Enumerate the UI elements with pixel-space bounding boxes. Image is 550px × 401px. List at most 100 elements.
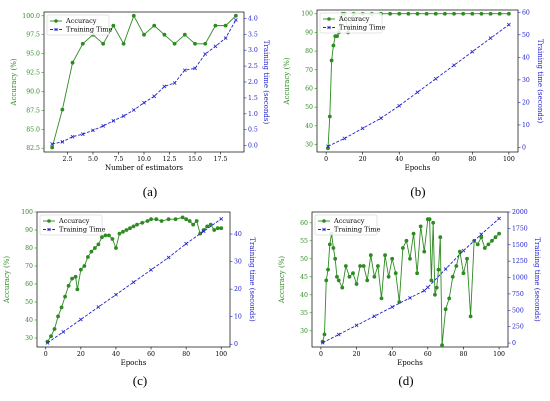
- y-left-tick-label: 40: [300, 292, 308, 299]
- x-tick-label: 5.0: [88, 156, 98, 163]
- y-left-tick-label: 60: [300, 220, 308, 227]
- training-time-point: [397, 103, 402, 108]
- training-time-point: [201, 229, 206, 234]
- legend-label: Accuracy: [58, 217, 90, 225]
- y-left-tick-label: 100: [21, 209, 33, 216]
- training-time-point: [422, 288, 427, 293]
- accuracy-point: [52, 327, 57, 331]
- accuracy-point: [351, 271, 355, 276]
- accuracy-point: [383, 253, 387, 258]
- accuracy-point: [203, 41, 208, 46]
- legend-swatch-marker: [54, 19, 58, 23]
- legend-label: Training Time: [334, 226, 381, 234]
- accuracy-point: [191, 222, 196, 227]
- training-time-point: [320, 340, 325, 345]
- accuracy-point: [70, 60, 75, 65]
- accuracy-point: [145, 219, 150, 223]
- y-right-tick-label: 2000: [512, 209, 528, 216]
- training-time-point: [233, 18, 238, 22]
- x-tick-label: 7.5: [114, 156, 124, 163]
- y-right-axis-title: Training time (seconds): [536, 39, 544, 124]
- legend-box: [319, 12, 383, 34]
- y-left-tick-label: 100: [301, 11, 313, 18]
- accuracy-point: [447, 296, 452, 301]
- accuracy-point: [93, 246, 97, 250]
- x-tick-label: 60: [424, 351, 432, 358]
- accuracy-point: [379, 296, 384, 301]
- training-time-point: [415, 90, 420, 95]
- accuracy-point: [411, 231, 416, 236]
- x-tick-label: 40: [388, 351, 396, 358]
- accuracy-point: [131, 13, 136, 18]
- chart-panel-4: 0 20 40 60 80 100 30 35 40 45 50 55 60 0 250 500 750 1000…: [278, 209, 541, 388]
- training-time-point: [162, 84, 167, 89]
- accuracy-point: [128, 226, 132, 231]
- legend-box: [46, 14, 110, 36]
- series-line-accuracy: [327, 13, 509, 149]
- accuracy-point: [219, 226, 224, 231]
- accuracy-point: [327, 242, 332, 247]
- accuracy-point: [131, 224, 136, 229]
- accuracy-point: [60, 107, 65, 112]
- y-right-tick-label: 30: [522, 77, 530, 84]
- accuracy-point: [124, 228, 129, 232]
- accuracy-point: [73, 274, 78, 279]
- x-tick-label: 0: [324, 156, 328, 163]
- y-right-tick-label: 50: [522, 32, 530, 39]
- panel-caption: (b): [410, 184, 425, 199]
- training-time-point: [443, 267, 448, 271]
- accuracy-point: [336, 278, 341, 283]
- training-time-point: [149, 267, 153, 272]
- accuracy-point: [331, 43, 336, 48]
- training-time-point: [121, 114, 126, 118]
- accuracy-point: [433, 11, 438, 16]
- training-time-point: [213, 44, 218, 49]
- accuracy-point: [354, 282, 359, 286]
- x-tick-label: 20: [77, 351, 85, 358]
- x-tick-label: 12.5: [163, 156, 177, 163]
- training-time-point: [96, 305, 101, 309]
- chart-panel-2: 0 20 40 60 80 100 30 40 50 60 70 80 90 100 0 10 20 30 40 50…: [283, 9, 544, 199]
- training-time-point: [342, 136, 347, 141]
- series-line-training-time: [327, 24, 510, 147]
- accuracy-point: [497, 231, 501, 236]
- x-axis-title: Epochs: [397, 359, 423, 367]
- training-time-point: [50, 142, 55, 146]
- accuracy-point: [326, 146, 330, 151]
- accuracy-point: [212, 228, 217, 232]
- y-left-tick-label: 100.0: [22, 13, 40, 20]
- accuracy-point: [159, 219, 164, 223]
- training-time-point: [390, 305, 395, 309]
- legend-label: Training Time: [339, 24, 386, 32]
- accuracy-point: [114, 246, 118, 250]
- training-time-point: [182, 68, 187, 73]
- accuracy-point: [56, 314, 60, 319]
- training-time-point: [193, 66, 197, 71]
- y-left-tick-label: 90: [305, 29, 313, 36]
- accuracy-point: [333, 256, 338, 261]
- accuracy-point: [461, 271, 466, 276]
- panel-caption: (a): [143, 184, 157, 199]
- y-left-axis-title: Accuracy (%): [283, 57, 291, 105]
- accuracy-point: [135, 222, 139, 227]
- legend-swatch-marker: [327, 25, 331, 30]
- accuracy-point: [358, 264, 363, 268]
- accuracy-point: [121, 229, 125, 234]
- y-left-tick-label: 40: [305, 123, 313, 130]
- accuracy-point: [101, 41, 106, 46]
- accuracy-point: [331, 246, 336, 250]
- accuracy-point: [461, 11, 466, 16]
- accuracy-point: [486, 242, 491, 247]
- y-right-tick-label: 250: [512, 324, 524, 331]
- accuracy-point: [431, 220, 436, 225]
- y-left-tick-label: 70: [305, 67, 313, 74]
- y-left-tick-label: 40: [25, 317, 33, 324]
- y-left-tick-label: 60: [25, 281, 33, 288]
- y-left-tick-label: 82.5: [26, 145, 40, 152]
- y-right-tick-label: 0: [522, 144, 526, 151]
- y-left-tick-label: 87.5: [26, 107, 40, 114]
- legend-box: [39, 214, 103, 236]
- training-time-point: [408, 295, 412, 300]
- training-time-point: [45, 340, 50, 345]
- x-tick-label: 17.5: [214, 156, 228, 163]
